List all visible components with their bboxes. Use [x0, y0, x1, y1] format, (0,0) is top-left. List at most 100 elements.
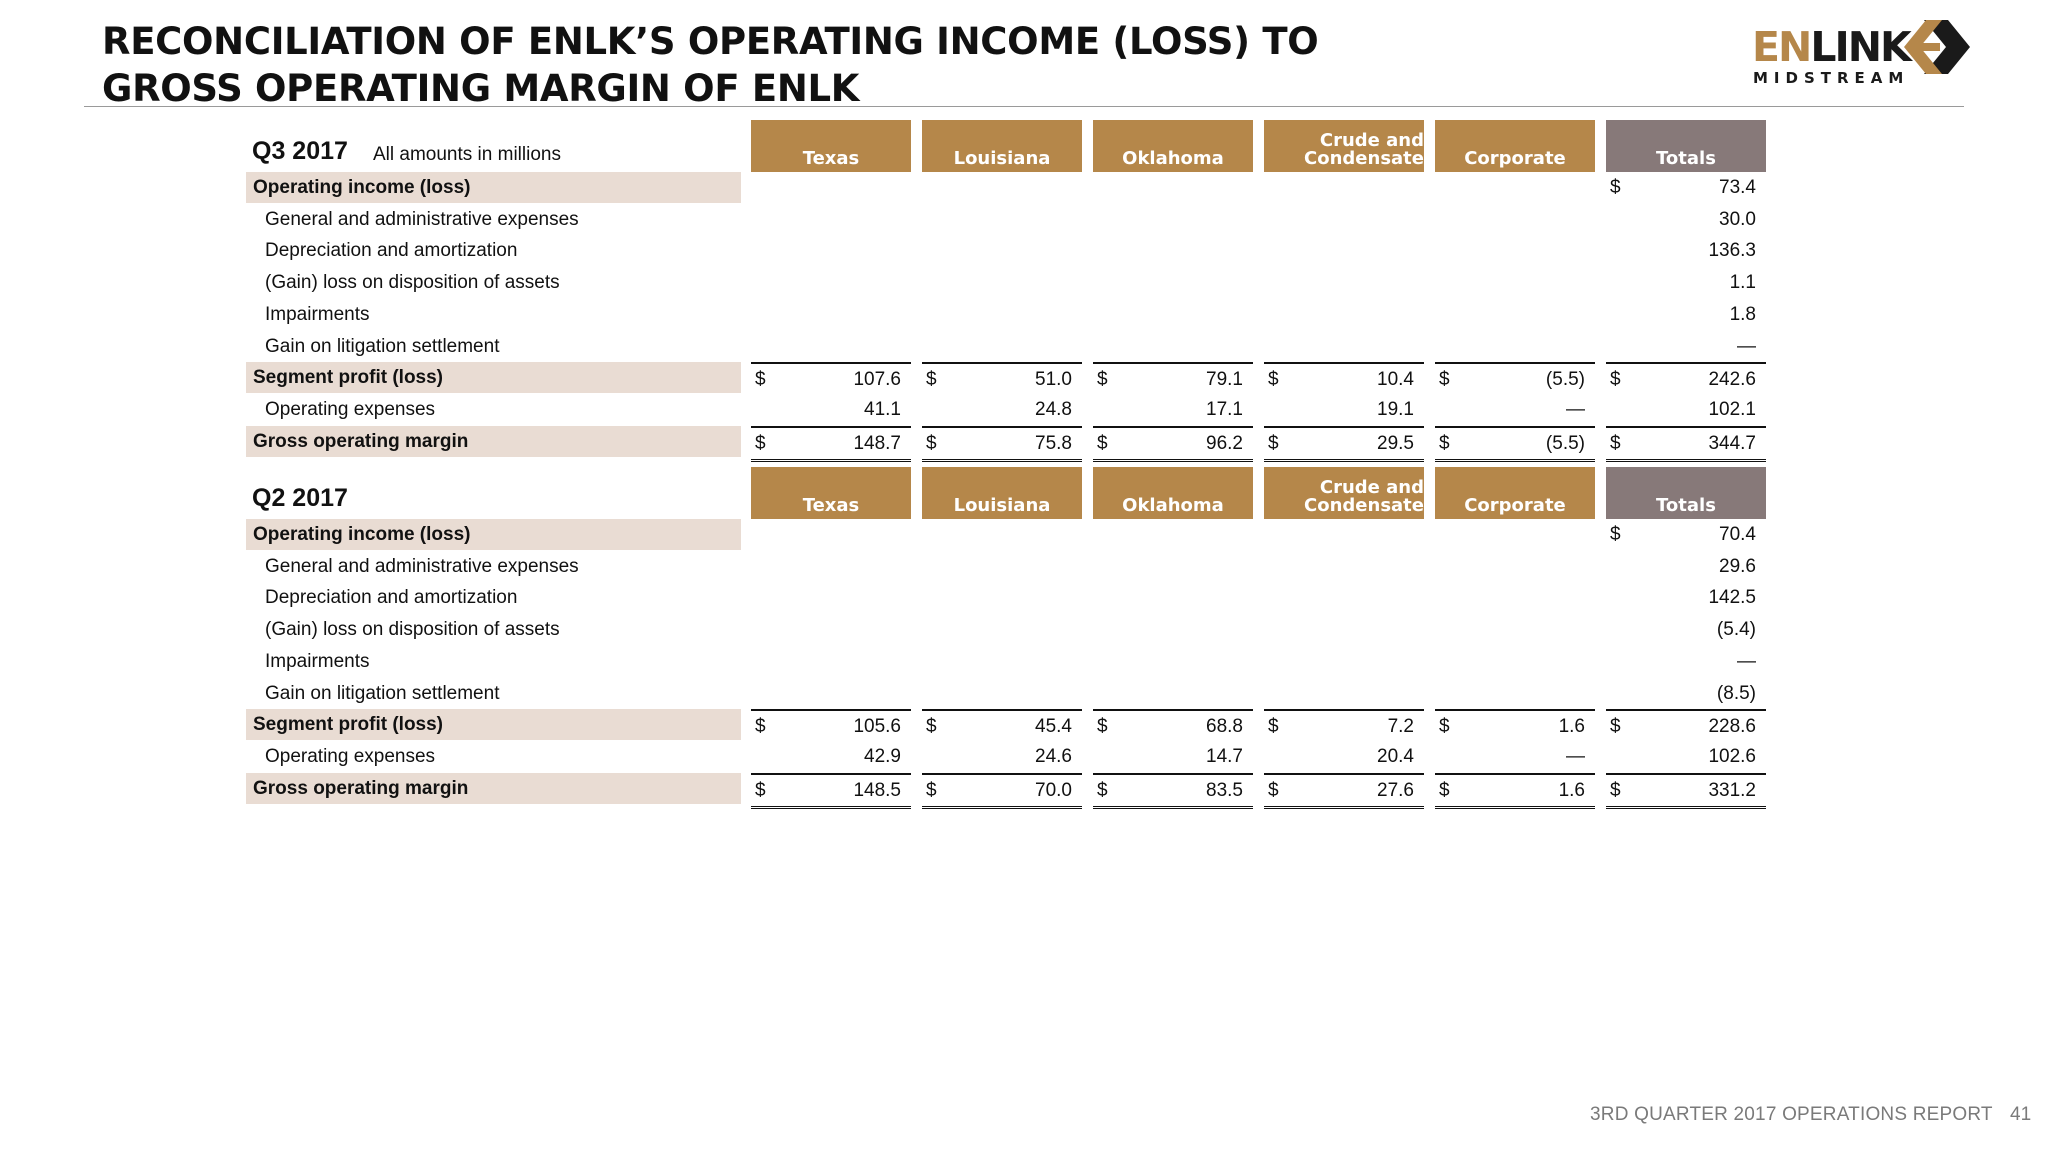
currency-symbol: $: [1610, 433, 1621, 454]
corporate-value-cell: $ (5.5): [1435, 426, 1595, 462]
amount: 83.5: [1206, 780, 1243, 801]
amount: 142.5: [1708, 587, 1756, 608]
logo-chevron-icon: [1904, 20, 1970, 74]
currency-symbol: $: [1610, 177, 1621, 198]
louisiana-value-cell: $75.8: [922, 426, 1082, 462]
column-header-label: Texas: [802, 148, 860, 169]
column-header-totals: Totals: [1606, 120, 1766, 172]
currency-symbol: $: [926, 780, 937, 801]
crude-and-condensate-value-cell: $27.6: [1264, 773, 1424, 809]
texas-value-cell: $105.6: [751, 709, 911, 742]
currency-symbol: $: [1268, 716, 1279, 737]
amount: —: [1737, 651, 1756, 672]
page-number: 41: [2010, 1104, 2032, 1125]
crude-and-condensate-value-cell: $29.5: [1264, 426, 1424, 462]
amount: 68.8: [1206, 716, 1243, 737]
amount: —: [1737, 336, 1756, 357]
column-header-corporate: Corporate: [1435, 120, 1595, 172]
currency-symbol: $: [1097, 716, 1108, 737]
totals-value-cell: 102.6: [1606, 741, 1766, 772]
adjustment-label: Gain on litigation settlement: [265, 683, 500, 704]
amount: 242.6: [1708, 369, 1756, 390]
amount: 29.5: [1377, 433, 1414, 454]
column-header-line-2: Condensate: [1304, 148, 1424, 169]
amount: 148.7: [853, 433, 901, 454]
amount: 70.0: [1035, 780, 1072, 801]
amount: (5.4): [1716, 619, 1756, 640]
texas-value-cell: 42.9: [751, 741, 911, 772]
amount: 73.4: [1719, 177, 1756, 198]
column-header-crude-and-condensate: Crude and Condensate: [1264, 467, 1424, 519]
operating-expenses-label: Operating expenses: [265, 399, 436, 420]
column-header-totals: Totals: [1606, 467, 1766, 519]
column-header-label: Louisiana: [953, 148, 1051, 169]
amount: 24.6: [1035, 746, 1072, 767]
totals-value-cell: 136.3: [1606, 235, 1766, 266]
currency-symbol: $: [1610, 716, 1621, 737]
crude-and-condensate-value-cell: 20.4: [1264, 741, 1424, 772]
amount: 17.1: [1206, 399, 1243, 420]
operating-income-label: Operating income (loss): [246, 519, 741, 550]
louisiana-value-cell: $51.0: [922, 362, 1082, 395]
oklahoma-value-cell: $79.1: [1093, 362, 1253, 395]
currency-symbol: $: [1268, 369, 1279, 390]
operating-income-label: Operating income (loss): [246, 172, 741, 203]
texas-value-cell: $148.5: [751, 773, 911, 809]
amount: 75.8: [1035, 433, 1072, 454]
period-label: Q3 2017: [252, 137, 348, 165]
amount: 79.1: [1206, 369, 1243, 390]
column-header-label: Louisiana: [953, 495, 1051, 516]
oklahoma-value-cell: 14.7: [1093, 741, 1253, 772]
amount: (5.5): [1545, 369, 1585, 390]
enlink-logo: ENLINK MIDSTREAM: [1750, 18, 1970, 92]
amount: 51.0: [1035, 369, 1072, 390]
column-header-label: Oklahoma: [1122, 495, 1224, 516]
amount: 45.4: [1035, 716, 1072, 737]
column-header-oklahoma: Oklahoma: [1093, 120, 1253, 172]
totals-value-cell: $242.6: [1606, 362, 1766, 395]
period-label: Q2 2017: [252, 484, 348, 512]
louisiana-value-cell: 24.8: [922, 394, 1082, 425]
texas-value-cell: $148.7: [751, 426, 911, 462]
oklahoma-value-cell: 17.1: [1093, 394, 1253, 425]
totals-value-cell: 102.1: [1606, 394, 1766, 425]
louisiana-value-cell: $70.0: [922, 773, 1082, 809]
amount: 331.2: [1708, 780, 1756, 801]
gross-operating-margin-label: Gross operating margin: [246, 773, 741, 804]
amount: 19.1: [1377, 399, 1414, 420]
column-header-louisiana: Louisiana: [922, 120, 1082, 172]
amount: 102.6: [1708, 746, 1756, 767]
currency-symbol: $: [755, 433, 766, 454]
adjustment-label: Impairments: [265, 651, 370, 672]
amount: 228.6: [1708, 716, 1756, 737]
column-header-texas: Texas: [751, 120, 911, 172]
louisiana-value-cell: 24.6: [922, 741, 1082, 772]
oklahoma-value-cell: $68.8: [1093, 709, 1253, 742]
corporate-value-cell: —: [1435, 741, 1595, 772]
amount: (8.5): [1716, 683, 1756, 704]
amount: 42.9: [864, 746, 901, 767]
currency-symbol: $: [1610, 780, 1621, 801]
totals-value-cell: —: [1606, 646, 1766, 677]
currency-symbol: $: [1610, 524, 1621, 545]
currency-symbol: $: [1439, 433, 1450, 454]
amount: 102.1: [1708, 399, 1756, 420]
amount: 1.6: [1558, 780, 1585, 801]
amount: 96.2: [1206, 433, 1243, 454]
amount: 10.4: [1377, 369, 1414, 390]
gross-operating-margin-label: Gross operating margin: [246, 426, 741, 457]
louisiana-value-cell: $45.4: [922, 709, 1082, 742]
operating-expenses-label: Operating expenses: [265, 746, 436, 767]
amount: 70.4: [1719, 524, 1756, 545]
amount: 14.7: [1206, 746, 1243, 767]
crude-and-condensate-value-cell: 19.1: [1264, 394, 1424, 425]
column-header-label: Texas: [802, 495, 860, 516]
column-header-label: Totals: [1656, 148, 1716, 169]
amount: 136.3: [1708, 240, 1756, 261]
corporate-value-cell: $ (5.5): [1435, 362, 1595, 395]
corporate-value-cell: $1.6: [1435, 709, 1595, 742]
crude-and-condensate-value-cell: $7.2: [1264, 709, 1424, 742]
currency-symbol: $: [1268, 433, 1279, 454]
adjustment-label: Depreciation and amortization: [265, 240, 518, 261]
amount: 1.6: [1558, 716, 1585, 737]
